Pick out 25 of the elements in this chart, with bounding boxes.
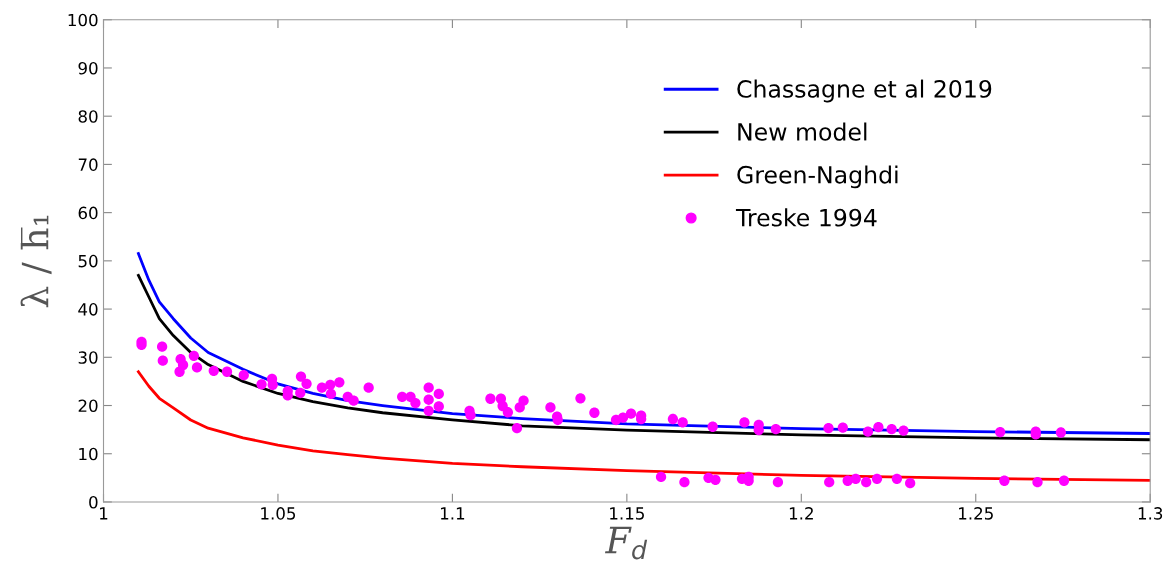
x-tick-label: 1.05 bbox=[261, 507, 296, 520]
x-tick-label: 1.25 bbox=[959, 507, 993, 520]
y-tick-label: 80 bbox=[78, 110, 98, 123]
legend-label: Treske 1994 bbox=[735, 208, 877, 227]
legend-label: Chassagne et al 2019 bbox=[737, 79, 992, 103]
y-tick-label: 40 bbox=[78, 303, 98, 316]
y-tick-label: 100 bbox=[68, 13, 98, 27]
x-tick-label: 1 bbox=[100, 507, 108, 520]
legend-label: Green-Naghdi bbox=[737, 165, 898, 189]
y-tick-label: 70 bbox=[78, 158, 98, 171]
y-tick-label: 60 bbox=[78, 206, 98, 220]
y-tick-label: 30 bbox=[78, 351, 98, 364]
y-axis-title: λ / h̅₁ bbox=[20, 215, 52, 308]
y-tick-label: 20 bbox=[78, 399, 98, 413]
x-tick-label: 1.15 bbox=[610, 507, 644, 520]
y-tick-label: 90 bbox=[78, 61, 98, 75]
legend-label: New model bbox=[738, 122, 867, 141]
y-tick-label: 50 bbox=[78, 254, 98, 268]
y-tick-label: 0 bbox=[89, 495, 98, 509]
line-series bbox=[137, 370, 1151, 482]
x-tick-label: 1.3 bbox=[1138, 507, 1163, 520]
x-tick-label: 1.2 bbox=[789, 507, 813, 520]
y-tick-label: 10 bbox=[79, 447, 98, 461]
x-axis-title: F$_{d}$ bbox=[605, 526, 648, 560]
x-tick-label: 1.1 bbox=[440, 507, 465, 520]
